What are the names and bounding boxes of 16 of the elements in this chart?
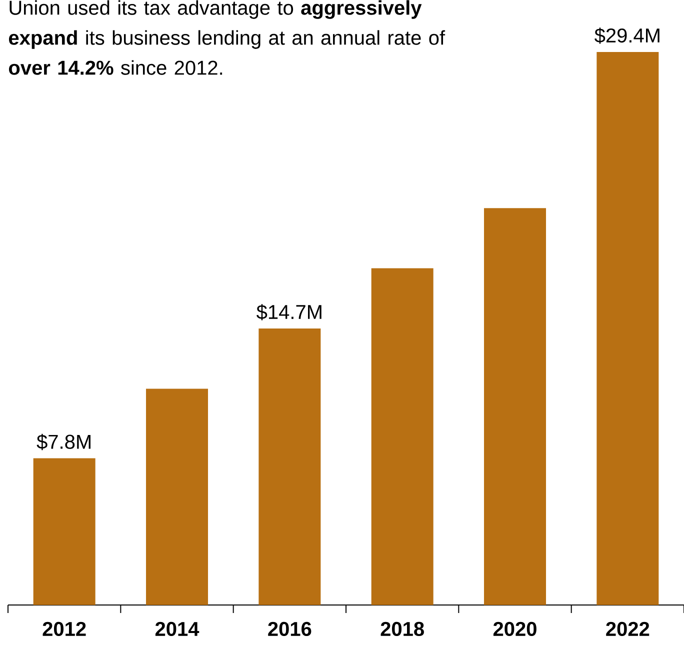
data-label: $14.7M bbox=[256, 304, 322, 320]
data-label: $7.8M bbox=[36, 434, 90, 450]
x-tick-label: 2016 bbox=[268, 622, 312, 636]
data-label: $29.4M bbox=[594, 28, 660, 44]
text: Union used its tax advantage to aggressively expand its business lending at an annual rate of over 14.2% since 2012. bbox=[8, 0, 446, 75]
bar bbox=[371, 268, 434, 605]
bar bbox=[33, 458, 96, 605]
x-tick-label: 2020 bbox=[493, 622, 536, 636]
x-tick-label: 2014 bbox=[155, 622, 200, 636]
x-tick-label: 2018 bbox=[380, 622, 424, 636]
bar bbox=[484, 208, 546, 605]
bar bbox=[596, 52, 659, 605]
x-tick-label: 2012 bbox=[42, 622, 86, 636]
x-tick-label: 2022 bbox=[606, 622, 650, 636]
bar bbox=[258, 328, 321, 605]
bar bbox=[146, 388, 208, 605]
